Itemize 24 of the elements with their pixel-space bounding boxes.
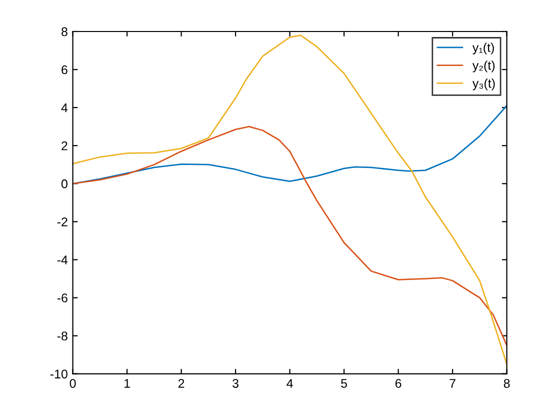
legend-label: y₁(t) <box>472 42 494 54</box>
y-tick-label: 4 <box>61 103 68 112</box>
y-tick-label: -4 <box>57 256 68 264</box>
y-tick-label: 0 <box>61 179 68 188</box>
x-tick-label: 1 <box>124 379 130 388</box>
x-tick-label: 4 <box>286 379 293 388</box>
y-tick-label: -10 <box>50 370 68 378</box>
x-tick-label: 3 <box>232 378 238 388</box>
y-tick-label: -2 <box>57 217 68 226</box>
x-tick-label: 5 <box>341 379 347 388</box>
legend-label: y₂(t) <box>472 60 495 72</box>
x-tick-label: 0 <box>70 378 76 388</box>
x-tick-label: 2 <box>178 378 184 388</box>
y-tick-label: 8 <box>62 27 68 36</box>
x-tick-label: 6 <box>395 378 402 388</box>
y-tick-label: 6 <box>62 65 68 74</box>
legend-label: y₃(t) <box>472 78 495 90</box>
x-tick-label: 7 <box>450 379 456 388</box>
x-tick-label: 8 <box>504 378 510 388</box>
y-tick-label: -8 <box>57 332 68 340</box>
line-series <box>72 126 507 346</box>
y-tick-label: -6 <box>57 294 68 302</box>
y-tick-label: 2 <box>62 141 68 150</box>
line-series <box>72 34 507 365</box>
